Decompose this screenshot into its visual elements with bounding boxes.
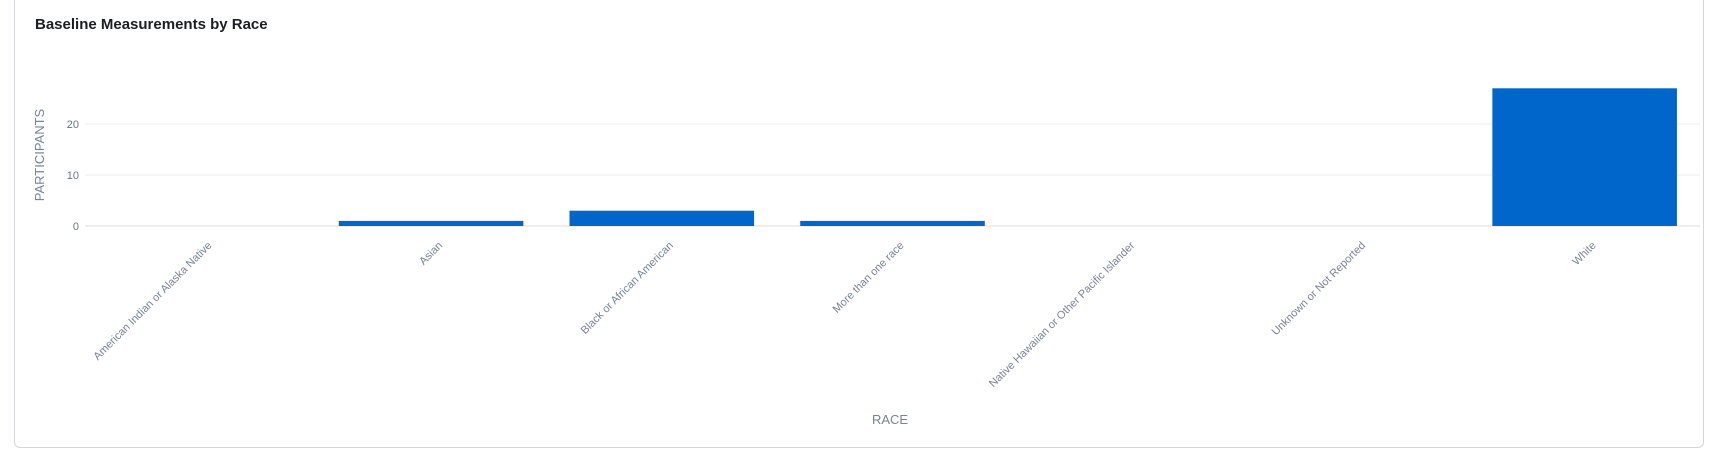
y-axis-label: PARTICIPANTS (32, 108, 47, 201)
x-tick-label: Unknown or Not Reported (1270, 240, 1368, 338)
x-tick-label: American Indian or Alaska Native (91, 240, 214, 363)
y-tick-label: 0 (73, 221, 79, 233)
bar[interactable] (1492, 88, 1677, 226)
gridlines (85, 123, 1700, 227)
y-axis-ticks: 0 10 20 (67, 119, 79, 233)
x-tick-label: More than one race (831, 240, 907, 316)
x-tick-label: Native Hawaiian or Other Pacific Islande… (987, 239, 1138, 390)
bars (338, 88, 1677, 226)
x-tick-label: White (1570, 240, 1598, 268)
y-tick-label: 10 (67, 170, 79, 182)
bar[interactable] (800, 220, 985, 226)
bar[interactable] (569, 210, 755, 226)
bar[interactable] (338, 220, 524, 226)
x-axis-label: RACE (872, 412, 908, 427)
chart-title: Baseline Measurements by Race (35, 16, 268, 33)
y-tick-label: 20 (67, 119, 79, 131)
x-tick-label: Asian (417, 240, 445, 268)
x-axis-ticks: American Indian or Alaska Native Asian Bla… (91, 239, 1598, 390)
x-tick-label: Black or African American (579, 240, 676, 337)
